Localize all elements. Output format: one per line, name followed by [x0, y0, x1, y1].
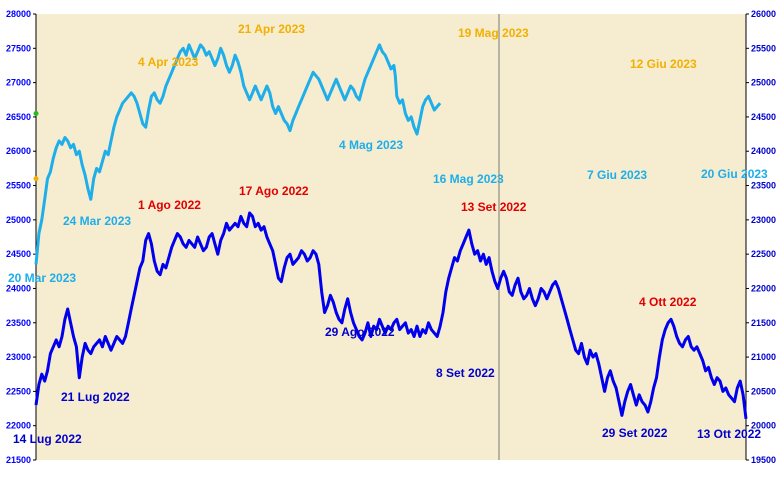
right-tick-label: 21500 [751, 318, 776, 328]
right-tick-label: 22000 [751, 283, 776, 293]
annotation-label: 20 Giu 2023 [701, 167, 768, 181]
left-tick-label: 28000 [6, 9, 31, 19]
annotation-label: 29 Set 2022 [602, 426, 668, 440]
annotation-label: 12 Giu 2023 [630, 57, 697, 71]
left-tick-label: 24500 [6, 249, 31, 259]
right-tick-label: 20000 [751, 421, 776, 431]
left-tick-label: 25000 [6, 215, 31, 225]
left-tick-label: 27000 [6, 78, 31, 88]
right-tick-label: 21000 [751, 352, 776, 362]
right-tick-label: 23000 [751, 215, 776, 225]
right-tick-label: 19500 [751, 455, 776, 465]
left-tick-label: 22000 [6, 421, 31, 431]
right-tick-label: 25500 [751, 43, 776, 53]
plot-background [36, 14, 746, 460]
left-tick-label: 21500 [6, 455, 31, 465]
annotation-label: 4 Mag 2023 [339, 138, 403, 152]
series-line-2023 [34, 43, 442, 265]
right-axis: 19500 20000 20500 21000 21500 22000 22500 23000… [745, 9, 776, 465]
series-line-2022 [34, 211, 748, 419]
annotation-label: 4 Ott 2022 [639, 295, 697, 309]
annotation-label: 8 Set 2022 [436, 366, 495, 380]
annotations: 21 Apr 2023 19 Mag 2023 4 Apr 2023 12 Gi… [8, 22, 768, 446]
right-tick-label: 23500 [751, 181, 776, 191]
annotation-label: 13 Ott 2022 [697, 427, 761, 441]
left-tick-label: 24000 [6, 283, 31, 293]
annotation-label: 24 Mar 2023 [63, 214, 131, 228]
series-layer [34, 43, 748, 419]
right-tick-label: 25000 [751, 78, 776, 88]
left-tick-label: 27500 [6, 43, 31, 53]
annotation-label: 21 Apr 2023 [238, 22, 305, 36]
right-tick-label: 20500 [751, 386, 776, 396]
annotation-label: 21 Lug 2022 [61, 390, 130, 404]
left-markers [33, 110, 39, 182]
annotation-label: 17 Ago 2022 [239, 184, 309, 198]
annotation-label: 1 Ago 2022 [138, 198, 201, 212]
annotation-label: 4 Apr 2023 [138, 55, 199, 69]
left-tick-label: 23000 [6, 352, 31, 362]
annotation-label: 16 Mag 2023 [433, 172, 504, 186]
left-tick-label: 25500 [6, 181, 31, 191]
left-axis: 21500 22000 22500 23000 23500 24000 24500 25000… [6, 9, 37, 465]
annotation-label: 29 Ago 2022 [325, 325, 395, 339]
annotation-label: 7 Giu 2023 [587, 168, 647, 182]
annotation-label: 20 Mar 2023 [8, 271, 76, 285]
axis-marker [33, 110, 39, 116]
right-tick-label: 24000 [751, 146, 776, 156]
right-tick-label: 24500 [751, 112, 776, 122]
right-tick-label: 26000 [751, 9, 776, 19]
annotation-label: 13 Set 2022 [461, 200, 527, 214]
left-tick-label: 22500 [6, 386, 31, 396]
annotation-label: 14 Lug 2022 [13, 432, 82, 446]
right-tick-label: 22500 [751, 249, 776, 259]
left-tick-label: 26500 [6, 112, 31, 122]
left-tick-label: 26000 [6, 146, 31, 156]
annotation-label: 19 Mag 2023 [458, 26, 529, 40]
axis-marker [33, 176, 39, 182]
left-tick-label: 23500 [6, 318, 31, 328]
